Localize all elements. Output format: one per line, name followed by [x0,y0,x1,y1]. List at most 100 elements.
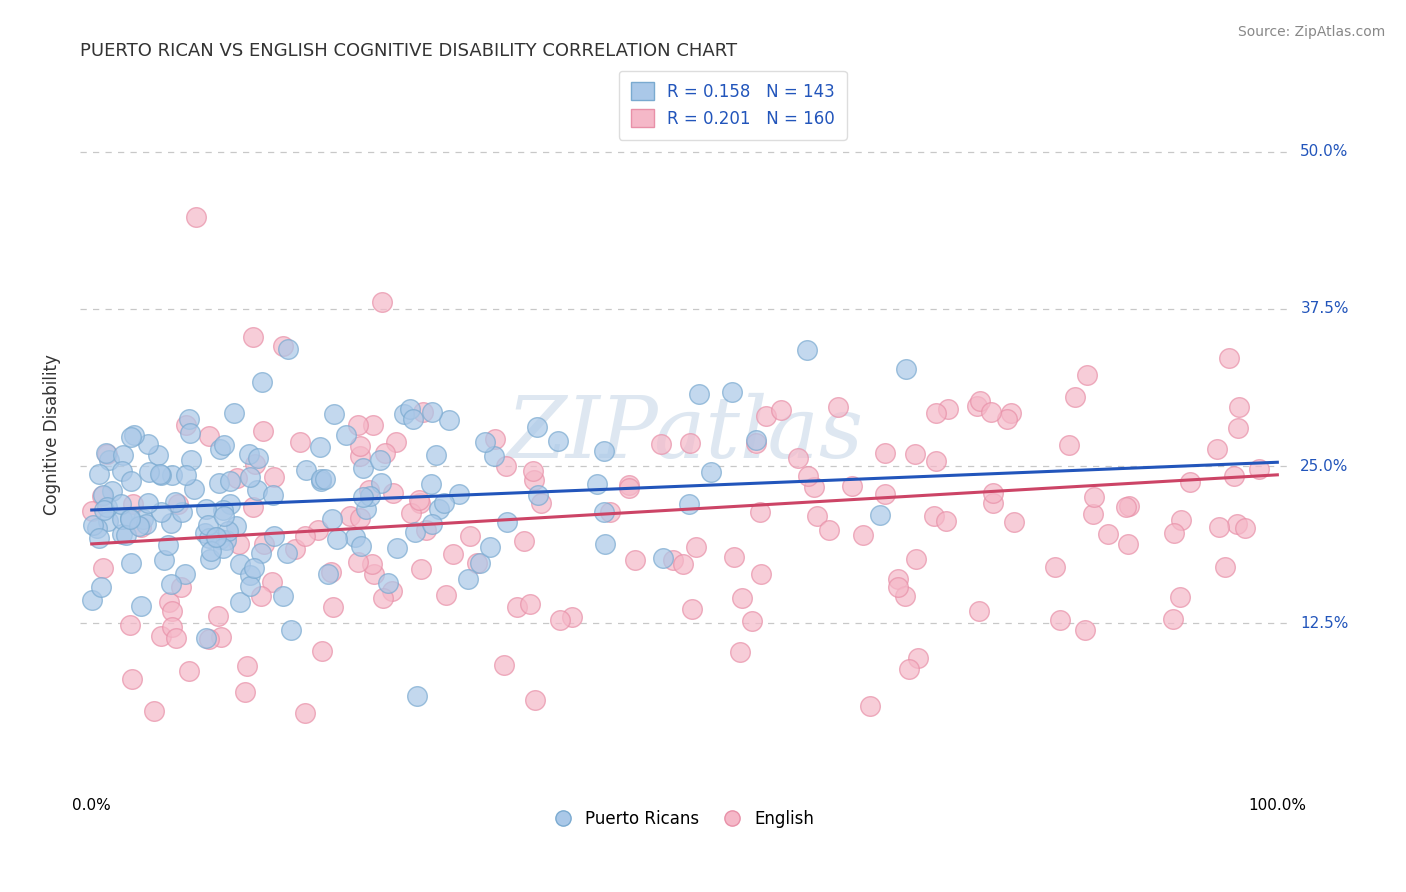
Point [887,572,910,586]
Point [138,465,160,479]
Point [346,417,368,432]
Point [720,385,742,400]
Point [672,557,695,571]
Point [1233,521,1256,535]
Point [803,480,825,494]
Point [288,434,311,449]
Point [382,486,405,500]
Point [89,531,111,545]
Point [195,502,218,516]
Point [392,407,415,421]
Point [120,556,142,570]
Point [263,528,285,542]
Point [311,644,333,658]
Point [731,591,754,606]
Point [617,481,640,495]
Point [457,573,479,587]
Point [700,465,723,479]
Point [110,497,132,511]
Point [111,512,134,526]
Point [1178,475,1201,490]
Point [873,446,896,460]
Point [1168,590,1191,604]
Point [252,424,274,438]
Point [449,487,471,501]
Point [352,460,374,475]
Point [173,567,195,582]
Point [875,487,897,501]
Point [129,599,152,613]
Point [132,512,155,526]
Point [218,474,240,488]
Point [484,449,506,463]
Point [160,620,183,634]
Point [344,530,367,544]
Point [381,584,404,599]
Point [495,458,517,473]
Point [309,440,332,454]
Point [122,428,145,442]
Point [197,518,219,533]
Point [980,405,1002,419]
Point [374,445,396,459]
Point [96,500,118,515]
Text: 50.0%: 50.0% [1301,145,1348,160]
Point [157,595,180,609]
Point [80,504,103,518]
Point [204,530,226,544]
Point [869,508,891,523]
Point [97,453,120,467]
Point [311,472,333,486]
Point [309,474,332,488]
Point [238,447,260,461]
Point [859,699,882,714]
Point [1045,560,1067,574]
Point [183,482,205,496]
Text: ZIPatlas: ZIPatlas [506,393,863,476]
Point [354,502,377,516]
Point [368,453,391,467]
Point [371,591,394,606]
Point [427,502,450,516]
Point [214,508,236,523]
Point [1118,499,1140,513]
Point [90,580,112,594]
Point [177,665,200,679]
Point [1116,537,1139,551]
Point [420,476,443,491]
Point [284,541,307,556]
Point [363,567,385,582]
Point [439,413,461,427]
Point [399,507,422,521]
Point [235,659,257,673]
Point [174,467,197,482]
Point [128,519,150,533]
Point [233,685,256,699]
Point [905,552,928,566]
Point [246,483,269,497]
Point [460,529,482,543]
Point [1083,490,1105,504]
Point [82,517,104,532]
Point [806,509,828,524]
Point [420,405,443,419]
Point [80,593,103,607]
Point [170,580,193,594]
Point [239,470,262,484]
Point [350,539,373,553]
Point [592,505,614,519]
Point [120,474,142,488]
Point [1226,516,1249,531]
Point [526,419,548,434]
Point [1049,614,1071,628]
Text: PUERTO RICAN VS ENGLISH COGNITIVE DISABILITY CORRELATION CHART: PUERTO RICAN VS ENGLISH COGNITIVE DISABI… [80,42,737,60]
Point [406,690,429,704]
Point [745,434,768,448]
Point [307,523,329,537]
Point [592,443,614,458]
Point [420,517,443,532]
Point [247,450,270,465]
Point [101,484,124,499]
Point [682,602,704,616]
Point [149,467,172,481]
